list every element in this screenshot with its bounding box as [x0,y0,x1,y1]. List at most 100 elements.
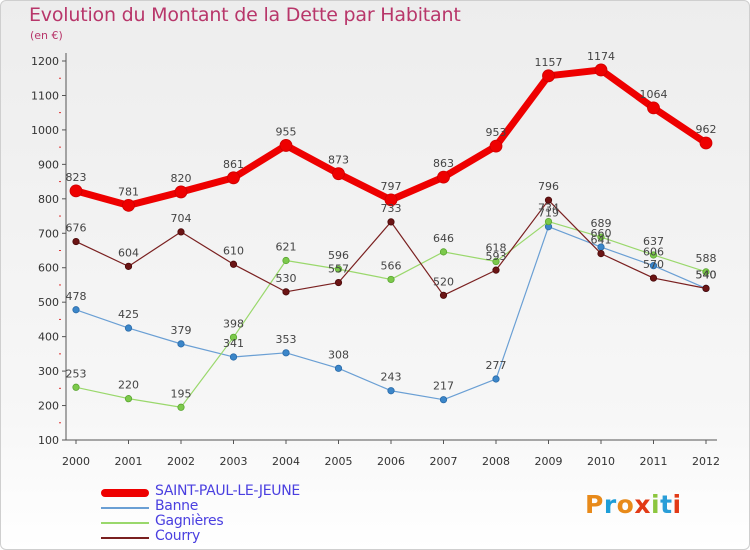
legend-label: SAINT-PAUL-LE-JEUNE [155,483,300,499]
x-tick-label: 2009 [535,455,563,468]
y-tick-label: 800 [38,193,59,206]
y-tick-label: 100 [38,434,59,447]
data-label-courry: 557 [328,263,349,276]
data-label-saint-paul-le-jeune: 823 [66,171,87,184]
data-point-saint-paul-le-jeune [122,198,135,212]
data-point-saint-paul-le-jeune [647,101,660,115]
series-layer [69,63,713,411]
logo-letter: x [634,490,651,519]
data-point-courry [229,260,238,268]
data-point-gagni-res [72,383,80,391]
y-tick-label: 200 [38,400,59,413]
data-label-courry: 641 [591,234,612,247]
legend-swatch [101,537,149,539]
legend-swatch [101,522,149,524]
data-label-banne: 308 [328,348,349,361]
y-tick-label: 700 [38,227,59,240]
data-point-banne [387,387,395,395]
y-tick-label: 1000 [31,124,59,137]
data-label-banne: 277 [486,359,507,372]
data-label-gagni-res: 646 [433,232,454,245]
data-label-banne: 606 [643,246,664,259]
y-tick-label: 600 [38,262,59,275]
data-label-saint-paul-le-jeune: 781 [118,185,139,198]
data-point-banne [334,364,343,372]
y-tick-label: 500 [38,296,59,309]
data-label-courry: 570 [643,258,664,271]
x-tick-label: 2008 [482,455,510,468]
data-point-courry [334,278,343,287]
x-tick-label: 2005 [325,455,353,468]
data-label-saint-paul-le-jeune: 955 [276,125,297,138]
data-point-saint-paul-le-jeune [489,139,503,153]
data-point-saint-paul-le-jeune [227,171,240,185]
axes: 100 200 300 400 500 600 700 800 900 1000 1100 1200 2… [31,53,720,468]
data-label-courry: 520 [433,275,454,288]
data-label-banne: 379 [171,324,192,337]
data-label-banne: 719 [538,207,559,220]
data-labels-layer: 478 425 379 341 353 308 243 217 277 719 660 606 540 2… [66,50,717,400]
data-point-courry [177,228,185,236]
data-point-saint-paul-le-jeune [594,63,608,77]
data-point-gagni-res [124,395,133,403]
data-point-gagni-res [597,233,605,241]
data-point-banne [492,375,500,383]
y-tick-label: 1100 [31,89,59,102]
data-point-banne [177,340,185,348]
data-point-courry [439,291,448,299]
proxiti-logo: Proxiti [585,490,682,519]
data-label-saint-paul-le-jeune: 953 [486,126,507,139]
data-point-banne [439,396,448,404]
data-label-courry: 540 [696,268,717,281]
data-label-courry: 530 [276,272,297,285]
data-label-gagni-res: 398 [223,317,244,330]
x-tick-label: 2002 [167,455,195,468]
x-tick-label: 2007 [430,455,458,468]
data-label-saint-paul-le-jeune: 962 [696,123,717,136]
data-label-saint-paul-le-jeune: 1064 [640,88,668,101]
y-tick-label: 900 [38,158,59,171]
data-label-saint-paul-le-jeune: 1174 [587,50,615,63]
x-tick-label: 2003 [220,455,248,468]
y-tick-label: 1200 [31,55,59,68]
data-label-saint-paul-le-jeune: 863 [433,157,454,170]
data-point-gagni-res [177,403,185,411]
data-label-gagni-res: 588 [696,252,717,265]
data-point-courry [387,218,395,226]
data-point-saint-paul-le-jeune [332,167,345,181]
data-label-saint-paul-le-jeune: 820 [171,172,192,185]
logo-letter: i [651,490,661,519]
data-label-gagni-res: 637 [643,235,664,248]
logo-letter: P [585,490,604,519]
data-point-banne [72,306,80,314]
data-point-saint-paul-le-jeune [174,185,188,199]
data-point-courry [702,284,710,292]
data-point-saint-paul-le-jeune [279,139,293,152]
data-label-saint-paul-le-jeune: 873 [328,154,349,167]
data-point-saint-paul-le-jeune [384,193,398,207]
data-point-banne [229,353,238,361]
data-label-banne: 660 [591,227,612,240]
logo-letter: r [603,490,617,519]
data-point-courry [124,262,133,270]
data-label-saint-paul-le-jeune: 861 [223,158,244,171]
x-tick-label: 2012 [692,455,720,468]
data-label-gagni-res: 195 [171,387,192,400]
data-label-gagni-res: 621 [276,240,297,253]
data-point-courry [72,237,80,246]
data-label-saint-paul-le-jeune: 797 [381,180,402,193]
data-point-gagni-res [544,217,553,226]
data-point-courry [492,266,500,274]
data-label-banne: 353 [276,333,297,346]
data-point-courry [282,288,290,296]
legend-label: Courry [155,528,200,544]
data-label-saint-paul-le-jeune: 1157 [535,56,563,69]
data-label-gagni-res: 220 [118,379,139,392]
data-point-gagni-res [334,265,343,273]
data-label-banne: 341 [223,337,244,350]
data-label-banne: 243 [381,371,402,384]
unit-label: (en €) [30,29,63,42]
data-label-banne: 478 [66,290,87,303]
data-point-banne [124,324,133,332]
